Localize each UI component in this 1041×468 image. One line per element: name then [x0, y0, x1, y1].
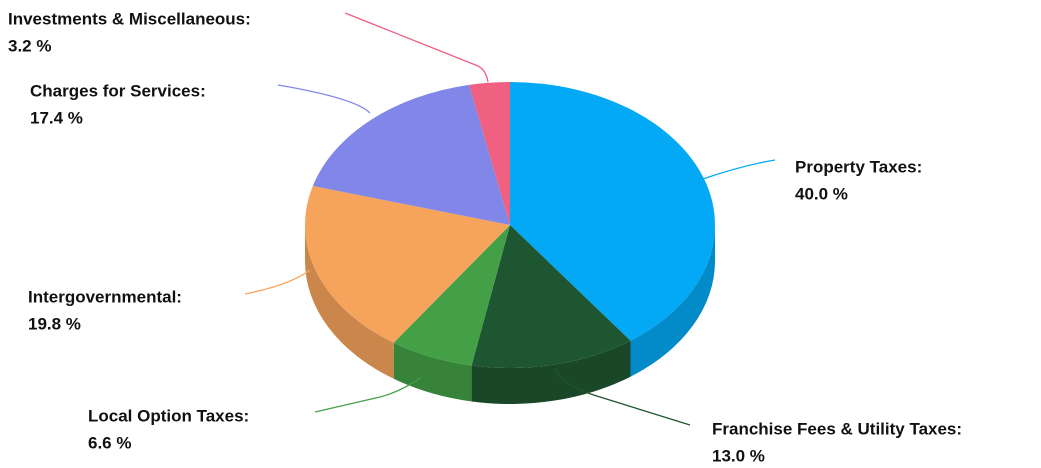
slice [393, 225, 510, 366]
value-label: 19.8 % [28, 314, 81, 333]
slice-label: Property Taxes: [795, 157, 922, 176]
slice [312, 84, 510, 225]
slice-tops [305, 82, 715, 368]
leader-line [244, 269, 311, 295]
slice-side [393, 342, 472, 402]
value-label: 6.6 % [88, 433, 131, 452]
slice [471, 225, 631, 368]
leader-line [277, 84, 371, 114]
slice-label: Investments & Miscellaneous: [8, 9, 251, 28]
leader-line [314, 377, 421, 413]
slice-side [630, 225, 715, 377]
value-label: 3.2 % [8, 36, 51, 55]
slice [305, 185, 510, 343]
slice-sides [305, 225, 715, 404]
slice [469, 82, 510, 225]
value-label: 13.0 % [712, 446, 765, 465]
labels: Property Taxes: 40.0 % Franchise Fees & Ut… [8, 9, 962, 465]
slice-side [305, 225, 394, 379]
slice [510, 82, 715, 341]
slice-side [471, 340, 631, 404]
value-label: 40.0 % [795, 184, 848, 203]
slice-label: Intergovernmental: [28, 287, 182, 306]
leader-line [554, 367, 691, 426]
leader-line [344, 12, 489, 83]
leader-line [699, 159, 776, 181]
value-label: 17.4 % [30, 108, 83, 127]
slice-label: Franchise Fees & Utility Taxes: [712, 419, 962, 438]
slice-label: Local Option Taxes: [88, 406, 249, 425]
slice-label: Charges for Services: [30, 81, 206, 100]
